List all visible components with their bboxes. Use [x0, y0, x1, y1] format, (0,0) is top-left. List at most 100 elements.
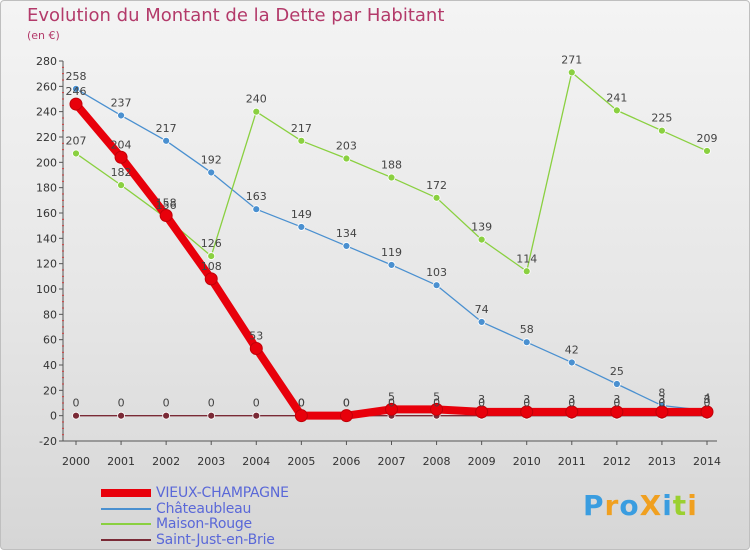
data-label: 0 — [163, 397, 170, 410]
data-label: 114 — [516, 252, 537, 265]
data-point — [700, 405, 714, 419]
data-label: 134 — [336, 227, 357, 240]
data-label: 25 — [610, 365, 624, 378]
y-tick-label: 120 — [36, 258, 57, 271]
legend-swatch — [101, 508, 151, 510]
x-tick-label: 2009 — [468, 455, 496, 468]
data-point — [207, 168, 216, 177]
data-point — [297, 223, 306, 231]
data-label: 241 — [606, 91, 627, 104]
x-tick-label: 2008 — [423, 455, 451, 468]
series-data-labels: 0 0 0 0 0 0 0 0 0 0 0 0 0 0 02582372171921631491341191… — [66, 53, 718, 409]
data-label: 207 — [66, 134, 87, 147]
data-point — [610, 405, 624, 419]
data-point — [117, 111, 125, 120]
data-point — [387, 261, 396, 269]
data-label: 0 — [118, 397, 125, 410]
data-label: 3 — [658, 393, 665, 406]
legend-item-chateaubleau: Châteaubleau — [101, 501, 421, 517]
x-tick-label: 2011 — [558, 455, 586, 468]
data-label: 188 — [381, 159, 402, 172]
data-label: 0 — [433, 397, 440, 410]
data-label: 209 — [697, 132, 718, 145]
data-label: 149 — [291, 208, 312, 221]
data-point — [159, 209, 173, 223]
legend-label: VIEUX-CHAMPAGNE — [156, 485, 289, 501]
chart-axes: -200204060801001201401601802002202402602… — [36, 55, 721, 468]
data-point — [432, 193, 441, 202]
data-label: 103 — [426, 266, 447, 279]
data-point — [655, 405, 669, 419]
y-tick-label: 200 — [36, 156, 57, 169]
data-point — [72, 149, 80, 158]
data-point — [249, 342, 263, 356]
data-label: 119 — [381, 246, 402, 259]
data-label: 3 — [478, 393, 485, 406]
data-label: 271 — [561, 53, 582, 66]
legend-swatch — [101, 523, 151, 525]
y-tick-label: 180 — [36, 182, 57, 195]
legend-label: Maison-Rouge — [156, 516, 252, 532]
data-label: 225 — [651, 112, 672, 125]
data-label: 237 — [111, 96, 132, 109]
y-tick-label: 260 — [36, 80, 57, 93]
x-tick-label: 2003 — [197, 455, 225, 468]
data-point — [342, 154, 351, 163]
data-label: 0 — [704, 397, 711, 410]
data-point — [477, 318, 486, 326]
x-tick-label: 2013 — [648, 455, 676, 468]
data-point — [162, 411, 171, 420]
data-point — [387, 173, 396, 182]
data-label: 0 — [343, 397, 350, 410]
data-point — [204, 272, 218, 286]
data-label: 3 — [613, 393, 620, 406]
legend-item-maison-rouge: Maison-Rouge — [101, 516, 421, 532]
data-point — [432, 281, 441, 290]
legend-label: Châteaubleau — [156, 501, 252, 517]
data-label: 74 — [475, 303, 489, 316]
chart-subtitle: (en €) — [27, 29, 60, 42]
data-label: 126 — [201, 237, 222, 250]
data-label: 0 — [568, 397, 575, 410]
data-label: 3 — [704, 393, 711, 406]
data-label: 108 — [201, 260, 222, 273]
data-label: 8 — [658, 387, 665, 400]
data-label: 53 — [249, 330, 263, 343]
data-point — [207, 252, 216, 260]
data-label: 139 — [471, 221, 492, 234]
data-point — [72, 411, 80, 420]
data-point — [565, 405, 579, 419]
x-tick-label: 2006 — [332, 455, 360, 468]
data-point — [252, 205, 261, 214]
x-tick-label: 2000 — [62, 455, 90, 468]
data-point — [567, 358, 576, 367]
data-label: 4 — [704, 392, 711, 405]
y-tick-label: 220 — [36, 131, 57, 144]
data-label: 0 — [658, 397, 665, 410]
data-point — [114, 150, 128, 164]
data-point — [207, 411, 216, 420]
data-label: 3 — [568, 393, 575, 406]
x-tick-label: 2014 — [693, 455, 721, 468]
data-label: 0 — [73, 397, 80, 410]
data-label: 240 — [246, 93, 267, 106]
data-label: 0 — [298, 397, 305, 410]
y-tick-label: 60 — [43, 334, 57, 347]
y-tick-label: 140 — [36, 232, 57, 245]
data-point — [385, 402, 398, 416]
data-label: 203 — [336, 140, 357, 153]
data-label: 0 — [523, 397, 530, 410]
legend-label: Saint-Just-en-Brie — [156, 532, 275, 548]
data-label: 0 — [208, 397, 215, 410]
x-tick-label: 2001 — [107, 455, 135, 468]
data-label: 258 — [66, 70, 87, 83]
data-point — [520, 405, 534, 419]
data-point — [612, 106, 621, 115]
data-label: 246 — [66, 85, 87, 98]
data-label: 0 — [298, 397, 305, 410]
data-point — [567, 68, 576, 77]
data-label: 163 — [246, 190, 267, 203]
data-point — [522, 267, 531, 276]
